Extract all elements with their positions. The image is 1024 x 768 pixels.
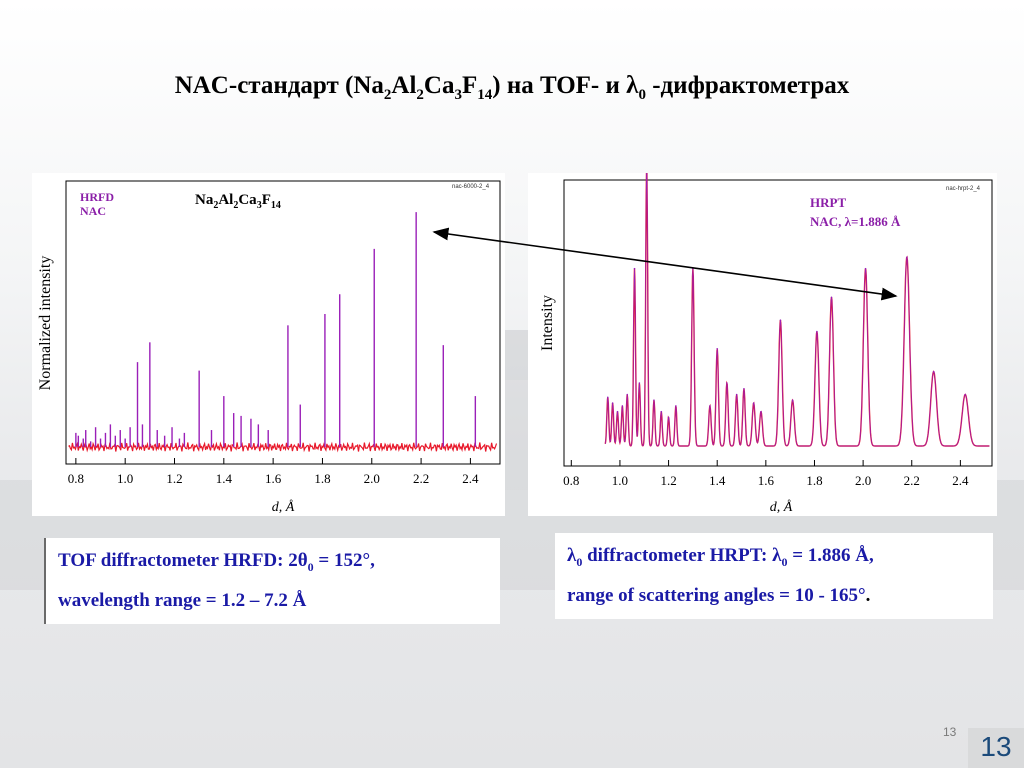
hrfd-diffraction-chart: 0.8 1.0 1.2 1.4 1.6 1.8 2.0 2.2 2.4 HRFD NAC Na2…: [37, 180, 501, 515]
diffraction-peak: [760, 410, 762, 413]
diffraction-peak: [611, 402, 614, 404]
diffraction-peak: [906, 256, 908, 259]
calculated-profile: [604, 173, 990, 447]
caption-hrfd: TOF diffractometer HRFD: 2θ0 = 152°, wav…: [44, 538, 500, 624]
caption-line-2: range of scattering angles = 10 - 165°.: [567, 584, 871, 606]
diffraction-peak: [726, 382, 728, 384]
x-tick-label: 1.6: [758, 473, 775, 488]
x-tick-label: 0.8: [563, 473, 579, 488]
chart-title: Na2Al2Ca3F14: [195, 192, 281, 211]
diffraction-peak: [709, 405, 711, 407]
x-tick-label: 1.4: [709, 473, 726, 488]
x-tick-label: 1.2: [166, 471, 182, 486]
diffraction-peak: [638, 382, 641, 384]
diffraction-peak: [816, 330, 818, 333]
x-tick-label: 1.8: [314, 471, 330, 486]
x-tick-label: 2.2: [904, 473, 920, 488]
diffraction-peak: [779, 319, 782, 321]
y-axis-label: Normalized intensity: [37, 256, 54, 391]
file-tag: nac-hrpt-2_4: [946, 186, 981, 192]
diffraction-peak: [606, 396, 609, 399]
plot-frame: [563, 179, 993, 467]
x-tick-label: 2.4: [462, 471, 479, 486]
x-tick-label: 1.0: [612, 473, 628, 488]
chart-legend-nac: NAC: [80, 204, 106, 218]
diffraction-peak: [791, 399, 794, 402]
diffraction-peak: [653, 399, 655, 402]
diffraction-peak: [743, 387, 745, 390]
slide-number-small: 13: [943, 725, 957, 739]
chart-panel-hrfd: 0.8 1.0 1.2 1.4 1.6 1.8 2.0 2.2 2.4 HRFD NAC Na2…: [32, 173, 505, 516]
x-tick-label: 1.6: [265, 471, 282, 486]
x-tick-label: 2.4: [952, 473, 969, 488]
caption-line-2: wavelength range = 1.2 – 7.2 Å: [58, 589, 307, 611]
file-tag: nac-6000-2_4: [452, 184, 490, 190]
chart-legend-hrpt: HRPT: [810, 195, 846, 210]
x-axis-label: d, Å: [770, 499, 793, 515]
chart-legend-nac-wavelength: NAC, λ=1.886 Å: [810, 214, 901, 229]
diffraction-peak: [675, 405, 677, 407]
diffraction-peak: [932, 370, 935, 373]
diffraction-peak: [660, 410, 663, 413]
diffraction-peak: [716, 347, 719, 350]
diffraction-peak: [752, 402, 755, 404]
x-tick-label: 1.2: [660, 473, 676, 488]
chart-legend-hrfd: HRFD: [80, 190, 114, 204]
caption-line-1: TOF diffractometer HRFD: 2θ0 = 152°,: [58, 550, 375, 574]
caption-line-1: λ0 diffractometer HRPT: λ0 = 1.886 Å,: [567, 545, 874, 569]
diffraction-peak: [621, 405, 624, 407]
diffraction-peak: [626, 393, 629, 396]
x-tick-label: 2.0: [855, 473, 871, 488]
diffraction-peak: [964, 393, 967, 396]
x-tick-label: 2.2: [413, 471, 429, 486]
x-tick-label: 1.4: [216, 471, 233, 486]
x-tick-label: 1.8: [806, 473, 822, 488]
plot-frame: [65, 180, 501, 465]
caption-hrpt: λ0 diffractometer HRPT: λ0 = 1.886 Å, ra…: [555, 533, 993, 619]
diffraction-peak: [735, 393, 738, 396]
slide-number: 13: [968, 728, 1024, 768]
hrpt-diffraction-chart: 0.8 1.0 1.2 1.4 1.6 1.8 2.0 2.2 2.4 HRPT NAC, λ=…: [539, 173, 993, 515]
x-tick-label: 0.8: [68, 471, 84, 486]
slide-title: NAC-стандарт (Na2Al2Ca3F14) на TOF- и λ0…: [174, 72, 850, 103]
x-tick-label: 1.0: [117, 471, 133, 486]
baseline-trace: [68, 441, 498, 453]
x-tick-label: 2.0: [364, 471, 380, 486]
diffraction-peak: [616, 410, 619, 413]
x-axis-label: d, Å: [272, 499, 295, 515]
diffraction-peak: [667, 416, 670, 419]
y-axis-label: Intensity: [539, 295, 556, 351]
